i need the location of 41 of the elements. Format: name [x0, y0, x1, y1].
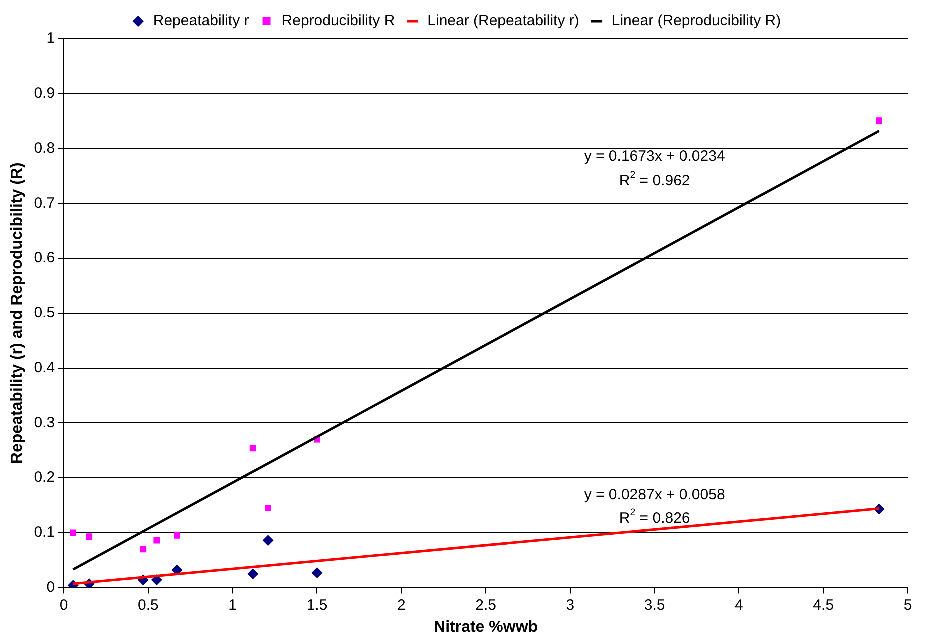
y-tick-label: 0.9 — [34, 85, 56, 102]
point — [174, 532, 180, 539]
point — [312, 567, 323, 578]
y-tick-label: 0.6 — [34, 250, 56, 267]
point — [248, 568, 259, 580]
x-axis-title: Nitrate %wwb — [434, 618, 538, 636]
point — [262, 535, 274, 546]
y-tick-label: 0.7 — [34, 194, 56, 212]
x-tick-label: 5 — [904, 596, 912, 614]
y-tick-label: 0 — [46, 578, 56, 596]
x-tick-label: 0.5 — [138, 596, 159, 614]
x-tick-label: 4.5 — [813, 596, 834, 614]
point — [86, 534, 93, 540]
point — [876, 118, 882, 124]
point — [265, 505, 272, 512]
y-tick-label: 0.4 — [34, 359, 56, 376]
x-tick-label: 0 — [60, 596, 68, 614]
x-tick-label: 3 — [566, 596, 575, 614]
y-tick-label: 0.5 — [34, 304, 56, 322]
y-axis-title: Repeatability (r) and Reproducibility (R) — [9, 162, 26, 464]
x-tick-label: 1 — [228, 596, 238, 614]
x-tick-label: 2.5 — [476, 596, 496, 614]
x-tick-label: 1.5 — [306, 596, 328, 614]
legend-label: Reproducibility R — [282, 12, 396, 30]
y-tick-label: 0.8 — [34, 140, 56, 157]
legend-label: Linear (Reproducibility R) — [612, 12, 782, 30]
annotation: y = 0.0287x + 0.0058 — [584, 486, 726, 504]
point — [250, 445, 256, 452]
x-tick-label: 4 — [735, 596, 744, 614]
point — [70, 530, 77, 536]
legend-label: Repeatability r — [153, 12, 250, 30]
y-tick-label: 0.1 — [34, 524, 56, 542]
annotation: y = 0.1673x + 0.0234 — [584, 148, 726, 166]
y-tick-label: 1 — [46, 30, 56, 48]
point — [154, 537, 160, 544]
x-tick-label: 2 — [397, 596, 406, 614]
x-tick-label: 3.5 — [644, 596, 666, 614]
legend-label: Linear (Repeatability r) — [428, 12, 580, 30]
point — [140, 546, 147, 553]
y-tick-label: 0.2 — [34, 469, 56, 486]
y-tick-label: 0.3 — [34, 414, 56, 432]
